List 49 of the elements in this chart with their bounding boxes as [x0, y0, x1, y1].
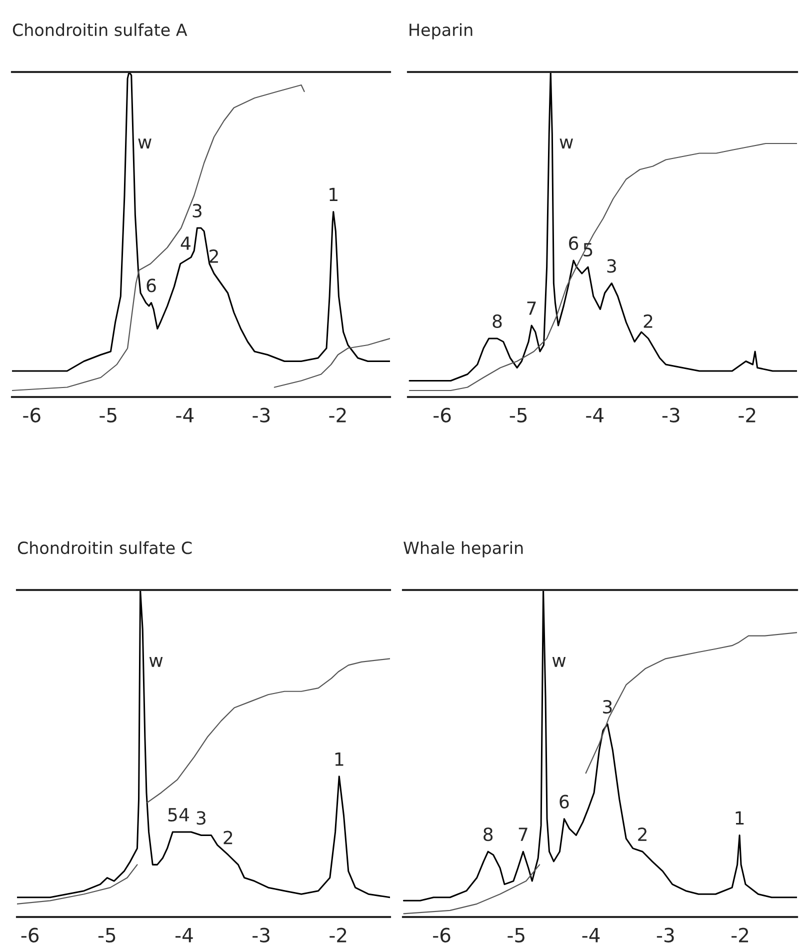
annotation: 7 — [527, 302, 536, 315]
x-tick-label: -3 — [252, 928, 270, 942]
x-tick-label: -5 — [98, 928, 116, 942]
annotation: 7 — [518, 828, 528, 841]
x-tick-label: -4 — [175, 928, 193, 942]
annotation: 6 — [146, 278, 156, 292]
x-tick-label: -6 — [23, 408, 40, 422]
x-tick-label: -3 — [252, 408, 270, 422]
x-tick-label: -6 — [434, 408, 451, 422]
annotation: 8 — [484, 828, 493, 842]
chart-title: Chondroitin sulfate C — [18, 541, 192, 554]
x-tick-label: -3 — [656, 928, 674, 942]
annotation: 6 — [569, 236, 578, 250]
annotation: 2 — [210, 249, 218, 263]
annotation: 5 — [168, 808, 177, 822]
x-tick-label: -2 — [330, 928, 346, 942]
annotation: 3 — [607, 259, 616, 273]
annotation: 8 — [492, 314, 502, 328]
annotation: 1 — [330, 188, 338, 202]
x-tick-label: -6 — [433, 928, 450, 942]
chart-title: Chondroitin sulfate A — [12, 23, 188, 36]
annotation: w — [552, 657, 566, 667]
annotation: 4 — [180, 236, 190, 250]
chart-title: Whale heparin — [404, 541, 523, 558]
annotation: 3 — [192, 204, 202, 218]
x-tick-label: -5 — [508, 928, 524, 942]
x-tick-label: -4 — [582, 928, 600, 942]
x-tick-label: -2 — [738, 408, 756, 422]
annotation: w — [149, 657, 163, 667]
annotation: 1 — [335, 752, 344, 766]
x-tick-label: -5 — [510, 408, 527, 422]
annotation: 6 — [560, 794, 569, 808]
annotation: 2 — [644, 314, 652, 328]
x-tick-label: -6 — [21, 928, 39, 942]
annotation: 1 — [736, 811, 744, 825]
annotation: 2 — [638, 828, 646, 841]
annotation: w — [560, 138, 573, 148]
annotation: w — [138, 138, 152, 148]
chart-title: Heparin — [410, 23, 472, 40]
annotation: 4 — [179, 808, 189, 822]
x-tick-label: -3 — [662, 408, 680, 422]
x-tick-label: -5 — [100, 408, 116, 422]
x-tick-label: -4 — [586, 408, 604, 422]
x-tick-label: -2 — [329, 408, 346, 422]
annotation: 3 — [603, 700, 612, 714]
x-tick-label: -4 — [176, 408, 194, 422]
annotation: 2 — [224, 830, 232, 844]
x-tick-label: -2 — [732, 928, 748, 942]
annotation: 3 — [196, 811, 206, 825]
